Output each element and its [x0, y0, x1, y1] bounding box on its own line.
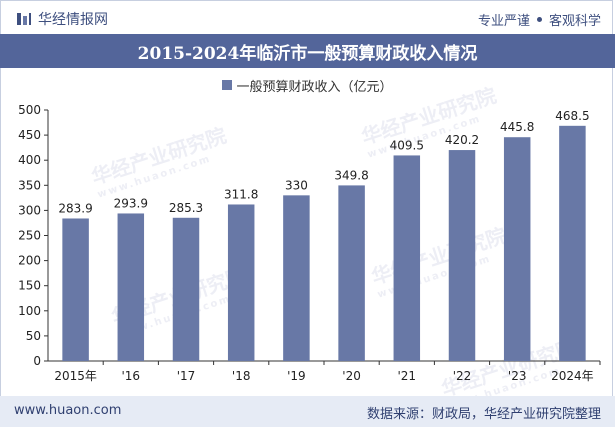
- bar: [283, 195, 310, 361]
- legend: 一般预算财政收入（亿元）: [0, 76, 615, 95]
- x-tick-label: '22: [453, 369, 472, 383]
- bar: [559, 125, 586, 361]
- footer-url: www.huaon.com: [14, 403, 122, 418]
- chart-title: 2015-2024年临沂市一般预算财政收入情况: [137, 43, 478, 64]
- bar-value-label: 285.3: [169, 201, 203, 215]
- bar-value-label: 420.2: [445, 133, 479, 147]
- y-tick-label: 150: [18, 279, 41, 293]
- brand-logo-icon: [17, 13, 31, 25]
- y-tick-label: 400: [18, 153, 41, 167]
- x-tick-label: '21: [398, 369, 417, 383]
- bar-value-label: 445.8: [500, 120, 534, 134]
- x-tick-label: '17: [177, 369, 196, 383]
- y-tick-label: 200: [18, 254, 41, 268]
- bar: [393, 155, 421, 361]
- y-tick-label: 500: [18, 103, 41, 117]
- y-tick-label: 0: [33, 354, 41, 368]
- header-bar: 华经情报网 专业严谨 客观科学: [0, 0, 615, 34]
- x-tick-label: '18: [232, 369, 251, 383]
- bar: [117, 213, 145, 361]
- bar: [227, 204, 255, 361]
- tagline-dot-icon: [536, 17, 542, 22]
- bar-chart: 0 50 100 150 200 250 300 350 400 450 500 283.9 2015年…: [18, 103, 601, 383]
- bar-value-label: 283.9: [58, 201, 92, 215]
- bar-value-label: 330: [285, 178, 308, 192]
- footer-source: 数据来源：财政局，华经产业研究院整理: [366, 407, 601, 422]
- legend-swatch-icon: [222, 80, 233, 90]
- y-tick-label: 250: [18, 229, 41, 243]
- brand-name: 华经情报网: [38, 12, 108, 28]
- title-bar: 2015-2024年临沂市一般预算财政收入情况: [0, 34, 615, 68]
- bar-value-label: 349.8: [334, 168, 368, 182]
- y-tick-label: 100: [18, 304, 41, 318]
- tagline-2: 客观科学: [548, 14, 601, 29]
- bar: [172, 217, 200, 361]
- x-tick-label: 2024年: [551, 369, 594, 383]
- x-tick-label: 2015年: [54, 369, 97, 383]
- bar: [338, 185, 365, 361]
- x-tick-label: '19: [287, 369, 306, 383]
- bar: [503, 137, 531, 361]
- x-tick-label: '16: [122, 369, 141, 383]
- footer: www.huaon.com 数据来源：财政局，华经产业研究院整理: [0, 396, 615, 427]
- x-tick-label: '23: [508, 369, 527, 383]
- bar-value-label: 293.9: [114, 196, 148, 210]
- y-tick-label: 50: [26, 329, 41, 343]
- brand: 华经情报网: [16, 9, 108, 29]
- y-tick-label: 300: [18, 203, 41, 217]
- bar-value-label: 311.8: [224, 187, 258, 201]
- tagline: 专业严谨 客观科学: [478, 10, 601, 29]
- y-tick-label: 350: [18, 178, 41, 192]
- tagline-1: 专业严谨: [477, 14, 530, 29]
- bar-value-label: 468.5: [555, 109, 589, 123]
- y-tick-label: 450: [18, 128, 41, 142]
- bar-value-label: 409.5: [390, 138, 424, 152]
- legend-label: 一般预算财政收入（亿元）: [236, 79, 393, 95]
- x-tick-label: '20: [342, 369, 361, 383]
- bar: [448, 150, 476, 361]
- bar: [62, 218, 89, 361]
